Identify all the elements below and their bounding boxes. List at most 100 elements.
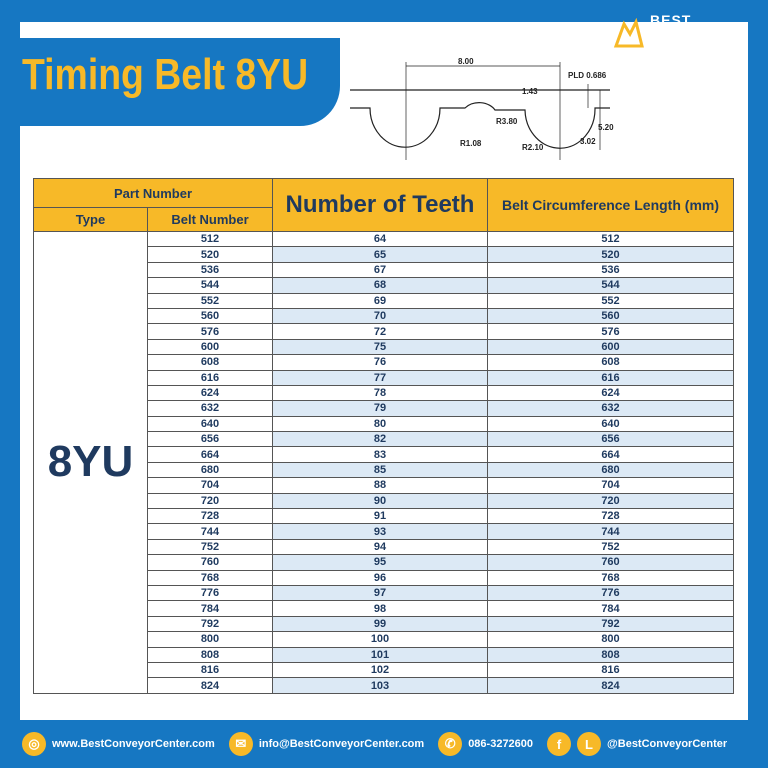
title: Timing Belt 8YU bbox=[22, 50, 309, 99]
teeth: 98 bbox=[272, 600, 488, 617]
dim-label: 3.02 bbox=[580, 137, 596, 146]
belt-number: 720 bbox=[147, 492, 273, 510]
teeth: 79 bbox=[272, 400, 488, 417]
length: 776 bbox=[487, 584, 734, 602]
length: 624 bbox=[487, 384, 734, 402]
footer: ◎ www.BestConveyorCenter.com ✉ info@BestCo… bbox=[22, 732, 727, 756]
dim-label: R2.10 bbox=[522, 143, 544, 152]
line-icon: L bbox=[577, 732, 602, 756]
length: 752 bbox=[487, 538, 734, 556]
table-row: 576 72 576 bbox=[34, 323, 734, 340]
length: 560 bbox=[487, 307, 734, 325]
table-row: 664 83 664 bbox=[34, 446, 734, 463]
web-icon: ◎ bbox=[22, 732, 46, 756]
teeth: 93 bbox=[272, 523, 488, 540]
table-row: 624 78 624 bbox=[34, 384, 734, 402]
belt-number: 520 bbox=[147, 246, 273, 263]
teeth: 85 bbox=[272, 461, 488, 479]
length: 520 bbox=[487, 246, 734, 263]
teeth: 95 bbox=[272, 554, 488, 571]
email: info@BestConveyorCenter.com bbox=[258, 738, 425, 750]
belt-number: 760 bbox=[147, 554, 273, 571]
header-cell: Type bbox=[33, 207, 148, 232]
teeth: 100 bbox=[272, 631, 488, 648]
table-row: 616 77 616 bbox=[34, 369, 734, 386]
teeth: 82 bbox=[272, 431, 488, 448]
length: 512 bbox=[487, 230, 734, 248]
length: 824 bbox=[487, 677, 734, 694]
belt-number: 656 bbox=[147, 431, 273, 448]
teeth: 80 bbox=[272, 415, 488, 433]
length: 616 bbox=[487, 369, 734, 386]
header-cell: Part Number bbox=[33, 178, 273, 208]
length: 784 bbox=[487, 600, 734, 617]
table-row: 640 80 640 bbox=[34, 415, 734, 433]
table-row: 560 70 560 bbox=[34, 307, 734, 325]
belt-number: 560 bbox=[147, 307, 273, 325]
belt-number: 616 bbox=[147, 369, 273, 386]
teeth: 90 bbox=[272, 492, 488, 510]
table-row: 808 101 808 bbox=[34, 646, 734, 663]
header-cell: Belt Number bbox=[147, 207, 273, 232]
title-banner bbox=[0, 38, 340, 126]
header-cell: Number of Teeth bbox=[272, 178, 488, 232]
mail-icon: ✉ bbox=[228, 732, 253, 756]
dim-label: 8.00 bbox=[458, 57, 474, 66]
teeth: 97 bbox=[272, 584, 488, 602]
table-row: 632 79 632 bbox=[34, 400, 734, 417]
length: 800 bbox=[487, 631, 734, 648]
length: 760 bbox=[487, 554, 734, 571]
length: 536 bbox=[487, 261, 734, 279]
website: www.BestConveyorCenter.com bbox=[52, 738, 215, 750]
belt-number: 552 bbox=[147, 292, 273, 309]
table-row: 8YU 512 64 512 bbox=[33, 230, 734, 694]
belt-number: 536 bbox=[147, 261, 273, 279]
length: 680 bbox=[487, 461, 734, 479]
header-cell: Belt Circumference Length (mm) bbox=[487, 178, 734, 232]
length: 576 bbox=[487, 323, 734, 340]
length: 816 bbox=[487, 661, 734, 679]
teeth: 70 bbox=[272, 307, 488, 325]
table-row: 720 90 720 bbox=[34, 492, 734, 510]
length: 656 bbox=[487, 431, 734, 448]
logo-text: BEST bbox=[650, 12, 692, 28]
teeth: 94 bbox=[272, 538, 488, 556]
belt-number: 808 bbox=[147, 646, 273, 663]
belt-number: 800 bbox=[147, 631, 273, 648]
teeth: 77 bbox=[272, 369, 488, 386]
table-row: 600 75 600 bbox=[34, 338, 734, 356]
table-row: 800 100 800 bbox=[34, 631, 734, 648]
spec-table: Part Number Number of Teeth Belt Circumfer… bbox=[33, 178, 734, 694]
teeth: 99 bbox=[272, 615, 488, 633]
teeth: 69 bbox=[272, 292, 488, 309]
dim-label: R3.80 bbox=[496, 117, 518, 126]
length: 720 bbox=[487, 492, 734, 510]
belt-number: 776 bbox=[147, 584, 273, 602]
length: 552 bbox=[487, 292, 734, 309]
table-row: 704 88 704 bbox=[34, 477, 734, 494]
dim-label: 1.43 bbox=[522, 87, 538, 96]
belt-number: 752 bbox=[147, 538, 273, 556]
facebook-icon: f bbox=[547, 732, 572, 756]
belt-number: 744 bbox=[147, 523, 273, 540]
length: 808 bbox=[487, 646, 734, 663]
length: 664 bbox=[487, 446, 734, 463]
table-row: 608 76 608 bbox=[34, 354, 734, 371]
belt-number: 792 bbox=[147, 615, 273, 633]
table-row: 552 69 552 bbox=[34, 292, 734, 309]
teeth: 91 bbox=[272, 508, 488, 525]
table-row: 536 67 536 bbox=[34, 261, 734, 279]
belt-number: 728 bbox=[147, 508, 273, 525]
table-row: 768 96 768 bbox=[34, 569, 734, 586]
table-row: 680 85 680 bbox=[34, 461, 734, 479]
dim-label: R1.08 bbox=[460, 139, 482, 148]
belt-number: 608 bbox=[147, 354, 273, 371]
length: 768 bbox=[487, 569, 734, 586]
length: 744 bbox=[487, 523, 734, 540]
belt-number: 512 bbox=[147, 230, 273, 248]
phone-icon: ✆ bbox=[438, 732, 463, 756]
teeth: 96 bbox=[272, 569, 488, 586]
belt-number: 624 bbox=[147, 384, 273, 402]
belt-number: 576 bbox=[147, 323, 273, 340]
